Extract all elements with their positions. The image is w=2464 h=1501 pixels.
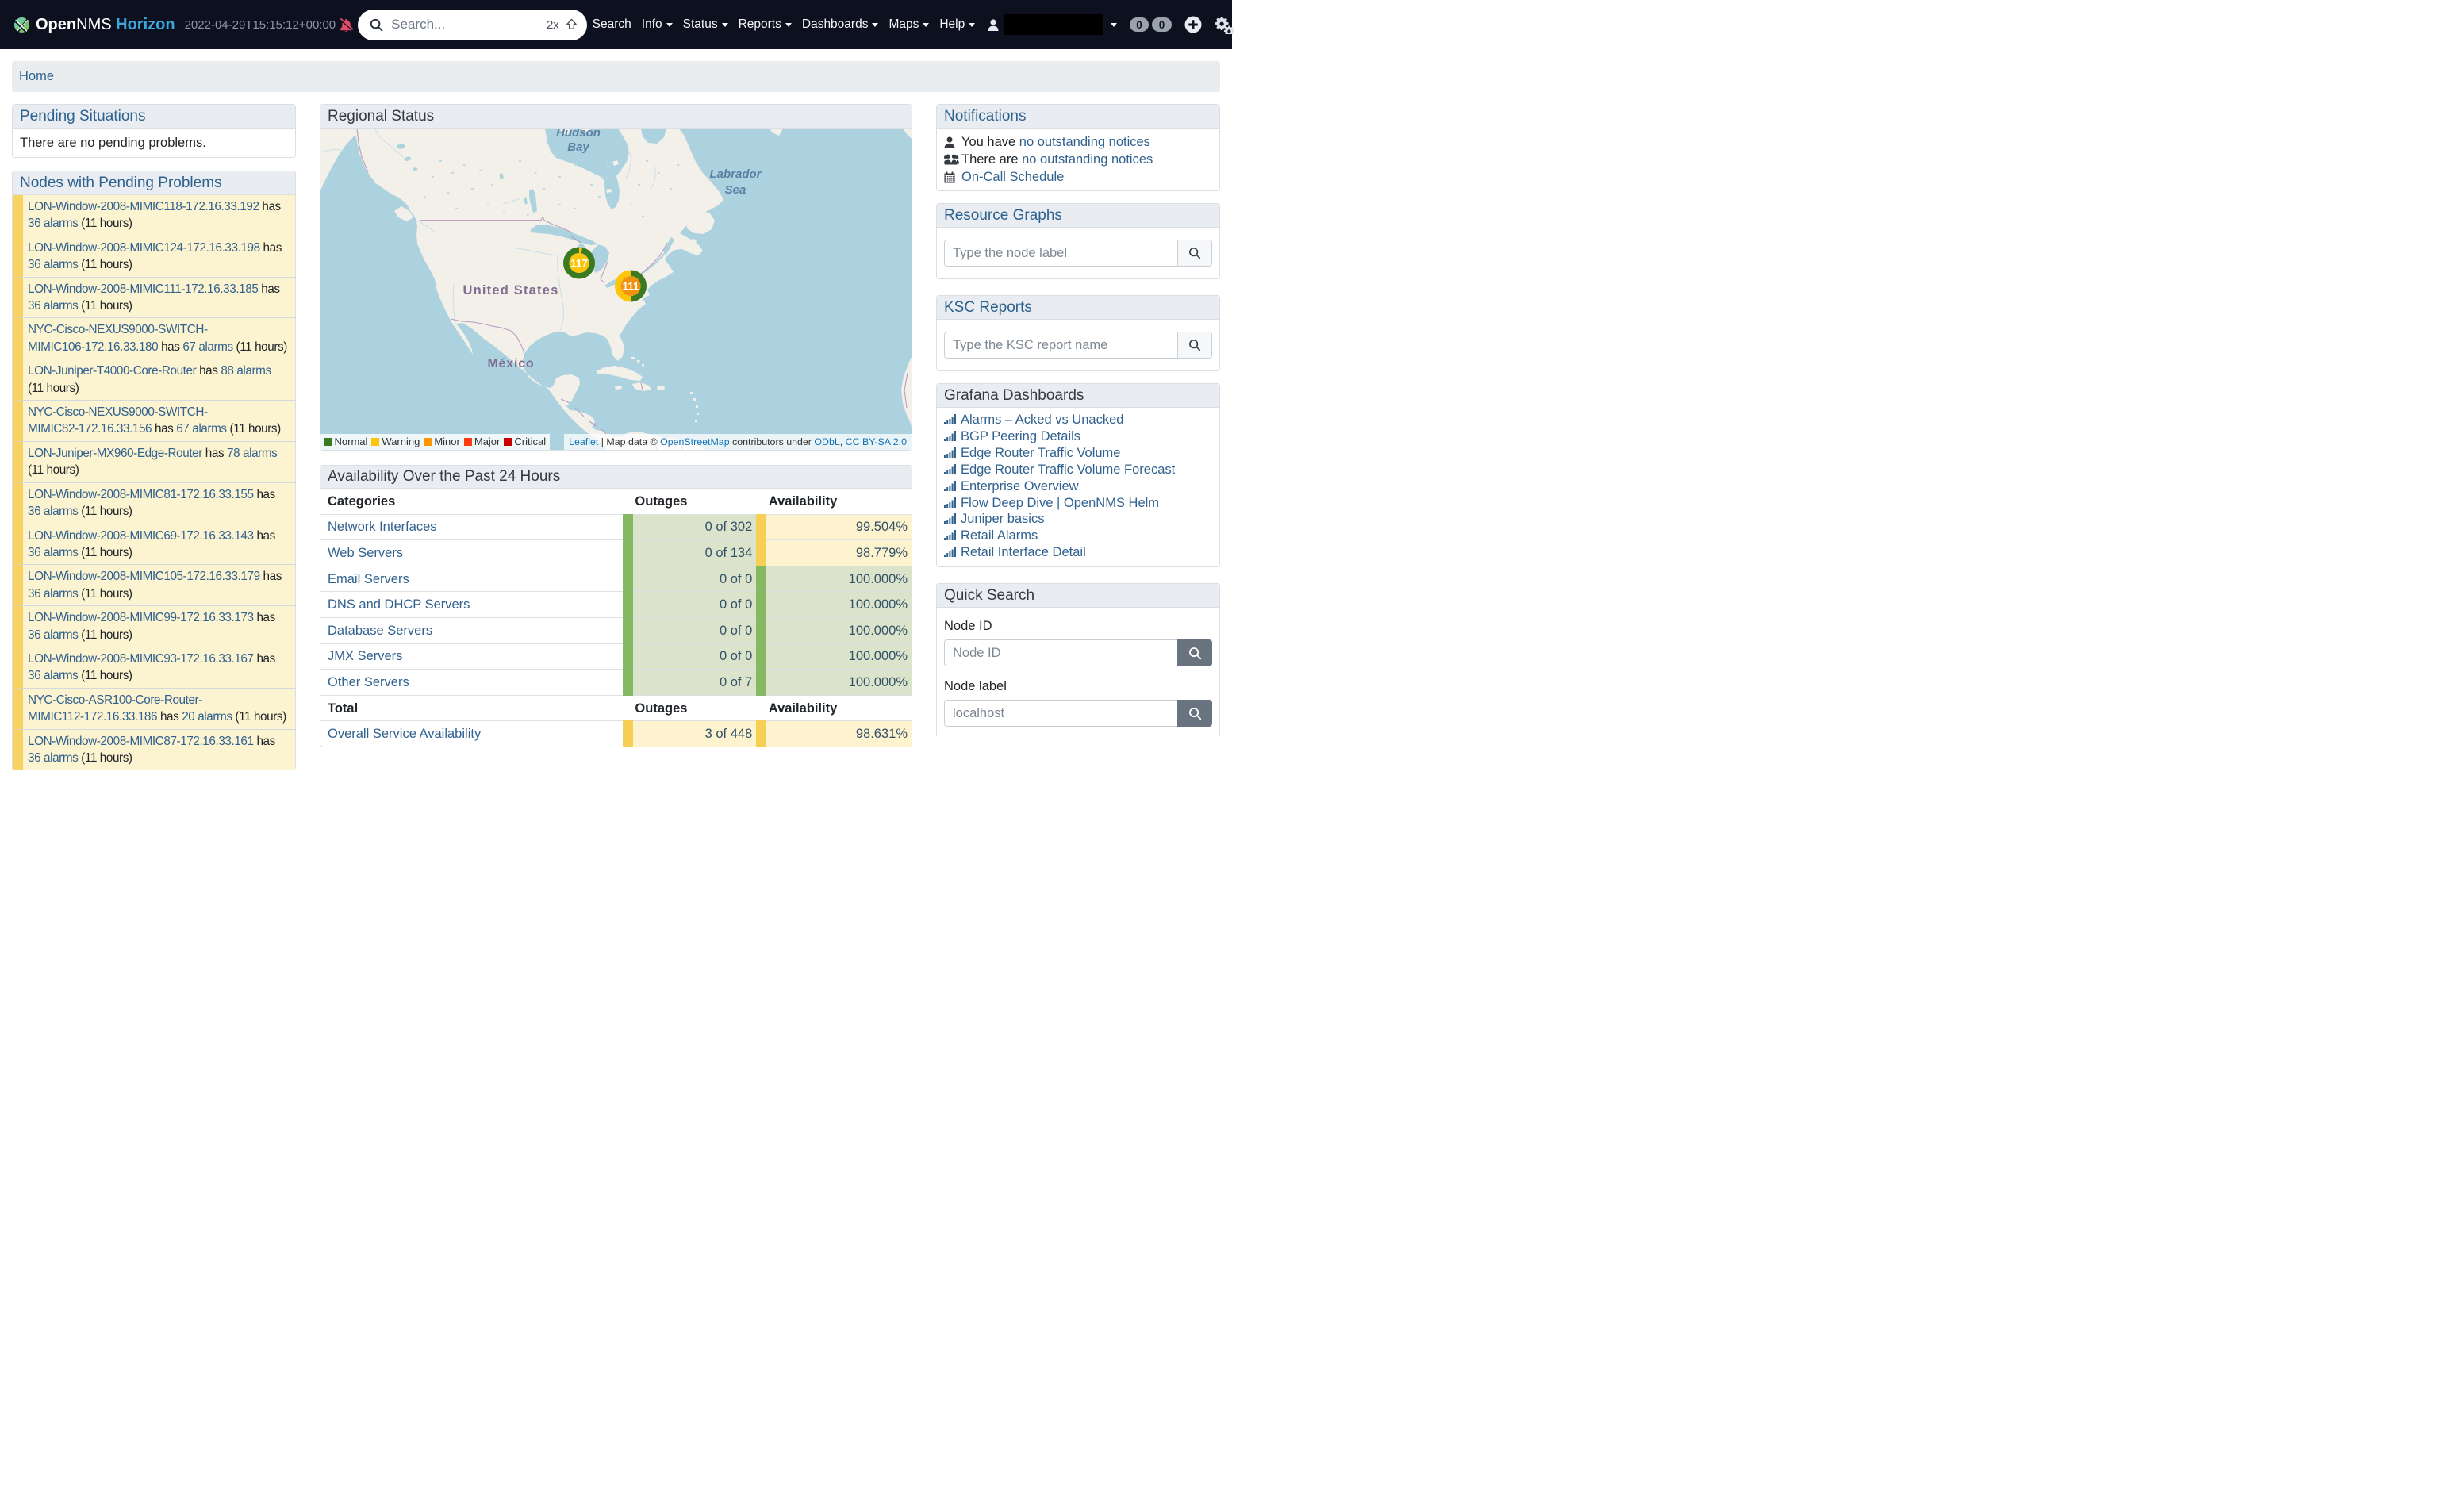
- svg-text:Bay: Bay: [567, 140, 589, 154]
- svg-text:United States: United States: [462, 283, 558, 298]
- svg-text:México: México: [487, 357, 534, 370]
- svg-text:117: 117: [570, 258, 588, 270]
- svg-text:Labrador: Labrador: [709, 167, 762, 181]
- svg-text:111: 111: [622, 281, 639, 293]
- svg-text:Sea: Sea: [725, 183, 746, 197]
- svg-text:Hudson: Hudson: [556, 129, 601, 140]
